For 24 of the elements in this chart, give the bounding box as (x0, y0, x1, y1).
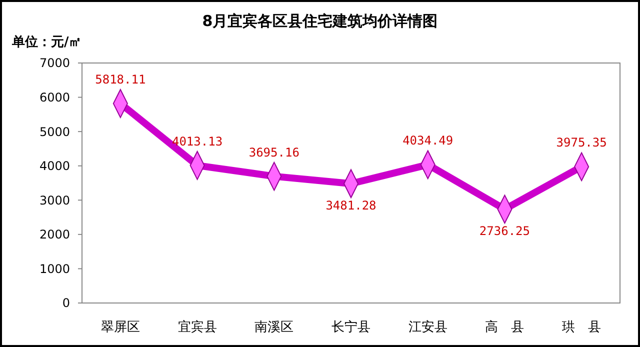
y-tick-label: 5000 (39, 124, 70, 139)
data-label: 3975.35 (556, 136, 607, 150)
x-tick-label: 江安县 (408, 319, 448, 335)
chart-title: 8月宜宾各区县住宅建筑均价详情图 (202, 12, 438, 30)
y-tick-label: 6000 (39, 90, 70, 104)
y-tick-label: 3000 (39, 193, 70, 208)
x-tick-label: 高 县 (485, 319, 524, 335)
y-axis-title: 单位：元/㎡ (11, 34, 82, 50)
x-tick-label: 长宁县 (332, 319, 370, 335)
y-tick-label: 1000 (39, 262, 70, 276)
data-label: 4013.13 (172, 134, 223, 148)
x-tick-label: 翠屏区 (100, 320, 140, 335)
x-tick-label: 宜宾县 (178, 319, 217, 335)
data-label: 3481.28 (326, 198, 376, 213)
data-label: 5818.11 (95, 72, 146, 87)
x-tick-label: 珙 县 (562, 320, 602, 335)
data-label: 3695.16 (248, 145, 300, 160)
y-tick-label: 0 (62, 296, 70, 310)
y-tick-label: 7000 (39, 56, 70, 70)
y-tick-label: 2000 (39, 228, 70, 242)
y-tick-label: 4000 (39, 159, 70, 174)
x-tick-label: 南溪区 (254, 320, 294, 335)
data-label: 4034.49 (402, 134, 454, 148)
data-label: 2736.25 (479, 224, 530, 238)
